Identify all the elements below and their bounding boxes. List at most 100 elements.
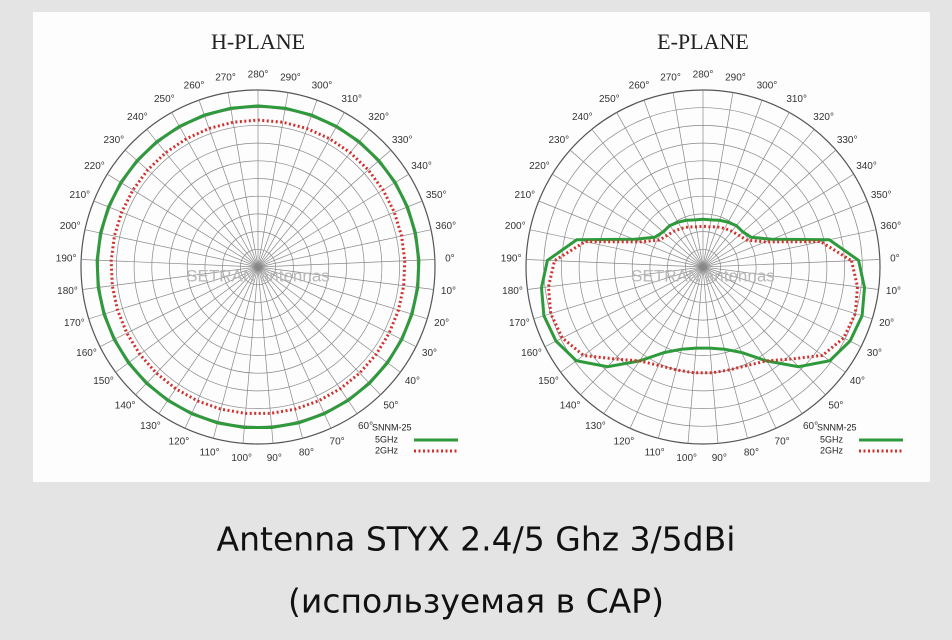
chart-title: E-PLANE [657, 29, 749, 54]
theta-tick-label: 130° [140, 421, 161, 432]
grid-spoke [99, 266, 259, 347]
grid-spoke [702, 259, 880, 268]
legend-label: 5GHz [820, 434, 844, 444]
theta-tick-label: 100° [676, 453, 697, 464]
theta-tick-label: 320° [368, 112, 389, 123]
grid-spoke [580, 266, 704, 396]
theta-tick-label: 360° [880, 221, 901, 232]
theta-tick-label: 0° [890, 253, 900, 264]
theta-tick-label: 340° [411, 161, 432, 172]
grid-spoke [702, 112, 790, 268]
grid-spoke [702, 266, 826, 396]
theta-tick-label: 150° [538, 376, 559, 387]
theta-tick-label: 120° [614, 437, 635, 448]
series-line [95, 104, 421, 429]
grid-spoke [702, 149, 837, 268]
grid-spoke [702, 173, 854, 268]
series-line [539, 217, 867, 369]
theta-tick-label: 340° [856, 161, 877, 172]
theta-tick-label: 360° [435, 221, 456, 232]
grid-spoke [529, 229, 704, 268]
grid-spoke [257, 266, 381, 396]
theta-tick-label: 280° [693, 70, 714, 81]
theta-tick-label: 200° [505, 221, 526, 232]
theta-tick-label: 270° [660, 72, 681, 83]
theta-tick-label: 240° [572, 112, 593, 123]
theta-tick-label: 130° [585, 421, 606, 432]
grid-spoke [84, 229, 259, 268]
chart-panel [33, 12, 930, 482]
theta-tick-label: 180° [502, 286, 523, 297]
grid-spoke [82, 266, 259, 290]
theta-tick-label: 210° [69, 190, 90, 201]
grid-spoke [702, 200, 868, 268]
grid-spoke [227, 92, 259, 268]
theta-tick-label: 0° [445, 253, 455, 264]
series-line [109, 118, 407, 415]
theta-tick-label: 240° [127, 112, 148, 123]
theta-tick-label: 30° [422, 348, 437, 359]
theta-tick-label: 10° [886, 286, 901, 297]
theta-tick-label: 50° [828, 400, 843, 411]
legend-label: 2GHz [820, 445, 844, 455]
theta-tick-label: 230° [548, 135, 569, 146]
grid-spoke [560, 266, 704, 373]
caption: Antenna STYX 2.4/5 Ghz 3/5dBi [217, 520, 736, 559]
theta-tick-label: 260° [184, 81, 205, 92]
theta-tick-label: 20° [879, 318, 894, 329]
theta-tick-label: 280° [248, 70, 269, 81]
grid-spoke [702, 266, 803, 414]
theta-tick-label: 40° [405, 376, 420, 387]
theta-tick-label: 90° [712, 453, 727, 464]
grid-spoke [257, 266, 434, 290]
legend-label: 2GHz [375, 445, 399, 455]
grid-spoke [257, 92, 289, 268]
theta-tick-label: 30° [867, 348, 882, 359]
chart-title: H-PLANE [211, 29, 305, 54]
grid-spoke [702, 266, 748, 439]
theta-tick-label: 140° [560, 400, 581, 411]
theta-tick-label: 170° [509, 318, 530, 329]
theta-tick-label: 10° [441, 286, 456, 297]
theta-tick-label: 350° [426, 190, 447, 201]
theta-tick-label: 220° [84, 161, 105, 172]
grid-spoke [702, 99, 763, 268]
theta-tick-label: 80° [744, 447, 759, 458]
caption: (используемая в CAP) [288, 582, 664, 621]
theta-tick-label: 180° [57, 286, 78, 297]
grid-spoke [257, 259, 435, 268]
grid-spoke [702, 229, 877, 268]
theta-tick-label: 310° [341, 94, 362, 105]
theta-tick-label: 140° [115, 400, 136, 411]
grid-spoke [702, 92, 734, 268]
theta-tick-label: 190° [56, 253, 77, 264]
theta-tick-label: 110° [645, 447, 665, 458]
series-line [546, 224, 860, 375]
theta-tick-label: 80° [299, 447, 314, 458]
grid-spoke [257, 266, 332, 429]
grid-spoke [702, 266, 862, 347]
grid-spoke [591, 129, 704, 268]
theta-tick-label: 40° [850, 376, 865, 387]
theta-tick-label: 330° [837, 135, 858, 146]
theta-tick-label: 60° [358, 421, 373, 432]
grid-spoke [538, 200, 704, 268]
theta-tick-label: 160° [521, 348, 542, 359]
grid-spoke [135, 266, 259, 396]
grid-spoke [107, 173, 259, 268]
theta-tick-label: 190° [501, 253, 522, 264]
grid-spoke [702, 266, 777, 429]
legend-title: SNNM-25 [817, 422, 857, 432]
grid-spoke [643, 99, 704, 268]
theta-tick-label: 300° [757, 81, 778, 92]
theta-tick-label: 320° [813, 112, 834, 123]
theta-tick-label: 20° [434, 318, 449, 329]
theta-tick-label: 250° [599, 94, 620, 105]
grid-spoke [658, 266, 704, 439]
theta-tick-label: 150° [93, 376, 114, 387]
grid-spoke [629, 266, 704, 429]
grid-spoke [257, 112, 345, 268]
grid-spoke [213, 266, 259, 439]
grid-spoke [672, 92, 704, 268]
